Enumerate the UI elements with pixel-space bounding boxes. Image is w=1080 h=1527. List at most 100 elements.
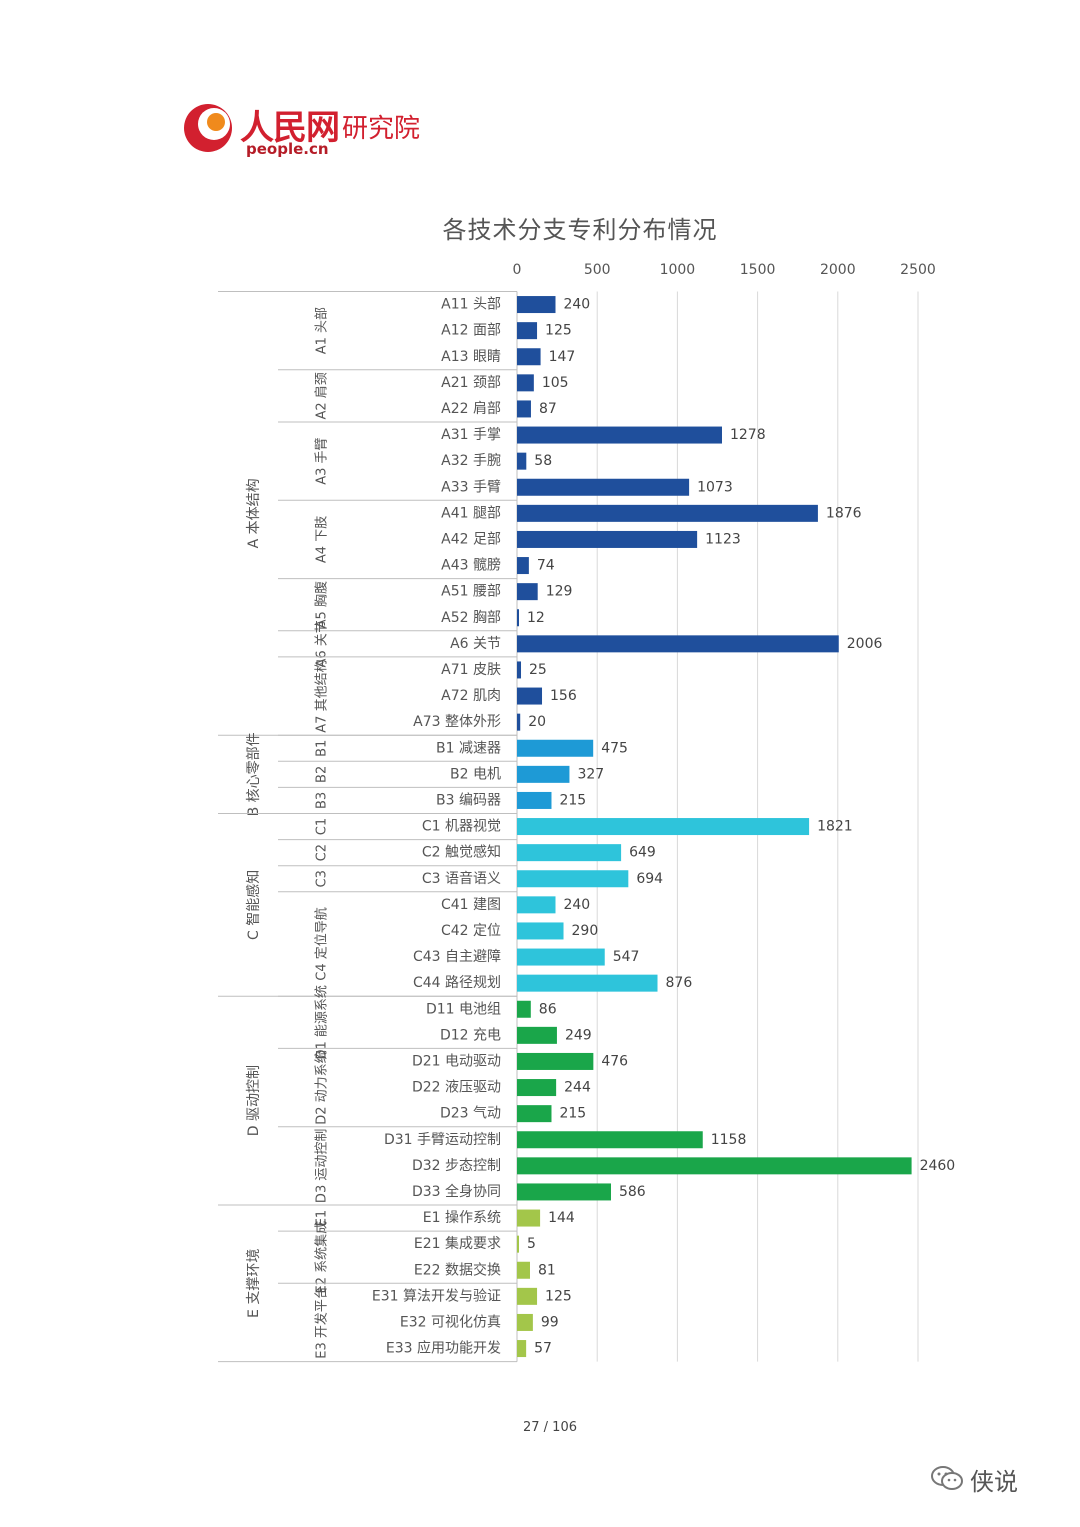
x-tick-label: 1000 — [660, 262, 696, 278]
value-label: 25 — [529, 662, 547, 678]
category-label: A13 眼睛 — [441, 349, 501, 365]
category-label: D11 电池组 — [426, 1001, 501, 1017]
value-label: 105 — [542, 375, 569, 391]
category-label: E22 数据交换 — [414, 1261, 501, 1278]
category-label: D32 步态控制 — [412, 1158, 501, 1174]
subgroup-label: B3 — [315, 792, 330, 809]
x-tick-label: 2500 — [900, 262, 936, 278]
value-label: 240 — [563, 897, 590, 913]
value-label: 87 — [539, 401, 557, 417]
watermark: 侠说 — [930, 1458, 1060, 1498]
bar — [517, 818, 810, 836]
logo-text: 人民网 — [240, 108, 340, 148]
subgroup-label: A5 胸腹 — [314, 581, 330, 628]
value-label: 74 — [537, 558, 555, 574]
category-label: E21 集成要求 — [414, 1235, 501, 1252]
value-label: 649 — [629, 845, 656, 861]
bar — [517, 322, 538, 340]
value-label: 1158 — [711, 1132, 747, 1148]
value-label: 476 — [601, 1053, 628, 1069]
group-label: B 核心零部件 — [246, 732, 262, 816]
bar — [517, 948, 605, 966]
category-label: A71 皮肤 — [441, 662, 501, 678]
bar — [517, 974, 658, 992]
bar — [517, 348, 541, 366]
category-label: A22 肩部 — [441, 401, 501, 417]
value-label: 20 — [528, 714, 546, 730]
category-label: B2 电机 — [450, 766, 501, 782]
bar — [517, 1131, 703, 1149]
subgroup-label: E1 — [315, 1210, 330, 1227]
group-label: A 本体结构 — [246, 478, 262, 548]
category-label: C42 定位 — [441, 923, 501, 939]
bar — [517, 1026, 557, 1044]
bar — [517, 1235, 519, 1253]
bar — [517, 478, 690, 496]
subgroup-label: A1 头部 — [315, 307, 330, 354]
bar — [517, 374, 534, 392]
value-label: 215 — [559, 792, 586, 808]
bar — [517, 296, 556, 314]
wechat-icon — [931, 1466, 963, 1490]
category-label: C44 路径规划 — [413, 975, 501, 991]
watermark-text: 侠说 — [970, 1468, 1018, 1496]
category-label: B1 减速器 — [436, 740, 501, 756]
value-label: 58 — [534, 453, 552, 469]
subgroup-label: A4 下肢 — [314, 516, 330, 563]
category-label: A11 头部 — [441, 297, 501, 313]
category-label: E32 可视化仿真 — [400, 1314, 501, 1330]
value-label: 125 — [545, 323, 572, 339]
value-label: 1876 — [826, 505, 862, 521]
subgroup-label: C2 — [315, 844, 330, 861]
category-label: A12 面部 — [441, 323, 501, 339]
bar — [517, 1052, 594, 1070]
category-label: A32 手腕 — [441, 453, 501, 469]
value-label: 5 — [527, 1236, 536, 1252]
value-label: 547 — [613, 949, 640, 965]
category-label: A31 手掌 — [441, 427, 501, 443]
bar — [517, 687, 543, 705]
value-label: 244 — [564, 1080, 591, 1096]
chart-title: 各技术分支专利分布情况 — [442, 216, 718, 244]
bar — [517, 739, 594, 757]
bar — [517, 1183, 611, 1201]
value-label: 1123 — [705, 531, 741, 547]
logo-url: people.cn — [246, 140, 329, 158]
logo-mark-icon — [184, 104, 232, 152]
bar — [517, 1340, 527, 1358]
x-tick-label: 1500 — [740, 262, 776, 278]
group-label: C 智能感知 — [245, 870, 262, 940]
category-label: E1 操作系统 — [423, 1210, 501, 1226]
category-label: C43 自主避障 — [413, 949, 501, 965]
subgroup-label: C1 — [315, 818, 330, 835]
bar — [517, 870, 629, 888]
category-label: A51 腰部 — [441, 584, 501, 600]
bar — [517, 1079, 557, 1097]
category-label: E33 应用功能开发 — [386, 1340, 501, 1357]
value-label: 586 — [619, 1184, 646, 1200]
group-label: E 支撑环境 — [246, 1249, 262, 1318]
people-cn-logo: 人民网 研究院 people.cn — [182, 98, 442, 168]
subgroup-label: A3 手臂 — [315, 438, 330, 485]
category-label: D23 气动 — [440, 1106, 501, 1122]
value-label: 694 — [636, 871, 663, 887]
subgroup-label: C4 定位导航 — [314, 907, 330, 980]
category-label: A41 腿部 — [441, 505, 501, 521]
value-label: 1278 — [730, 427, 766, 443]
bar — [517, 400, 531, 418]
category-label: D31 手臂运动控制 — [384, 1132, 501, 1148]
bar — [517, 791, 552, 809]
subgroup-label: B1 — [315, 740, 330, 757]
category-label: A43 髋膀 — [441, 557, 501, 574]
value-label: 249 — [565, 1027, 592, 1043]
bar — [517, 896, 556, 914]
bar — [517, 557, 529, 575]
category-label: A72 肌肉 — [441, 688, 501, 704]
value-label: 144 — [548, 1210, 575, 1226]
category-label: C3 语音语义 — [422, 870, 501, 887]
bar — [517, 452, 527, 470]
value-label: 290 — [572, 923, 599, 939]
x-tick-label: 0 — [513, 262, 522, 278]
bar — [517, 1105, 552, 1123]
